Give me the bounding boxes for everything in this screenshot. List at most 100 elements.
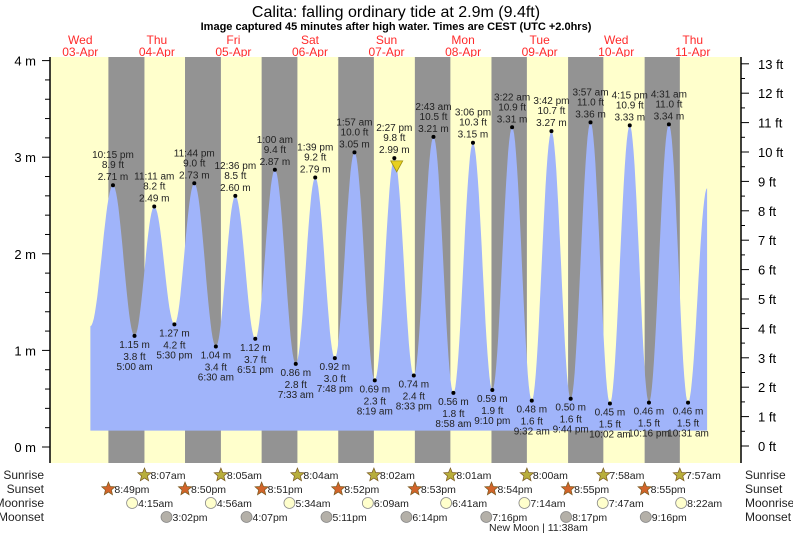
sunrise-time: 7:58am: [609, 470, 644, 482]
moonset-icon: [320, 511, 333, 523]
tide-label-c: 8:33 pm: [396, 402, 432, 413]
right-tick-label: 9 ft: [758, 174, 776, 189]
right-tick-label: 13 ft: [758, 57, 784, 72]
tide-label-b: 3.7 ft: [244, 355, 266, 366]
tide-label-c: 2.73 m: [179, 170, 210, 181]
tide-dot: [332, 356, 337, 361]
tide-dot: [607, 401, 612, 406]
tide-area: [90, 122, 708, 431]
day-date: 11-Apr: [675, 45, 710, 59]
sunset-icon: [560, 481, 576, 496]
high-tide-point: 2:27 pm9.8 ft2.99 m: [376, 123, 412, 161]
sunset-time: 8:53pm: [421, 484, 456, 496]
sunrise-time: 8:04am: [303, 470, 338, 482]
tide-label-c: 6:30 am: [198, 373, 234, 384]
tide-label-a: 3:22 am: [494, 92, 530, 103]
day-name: Sat: [301, 33, 320, 47]
moonrise-time: 6:09am: [374, 498, 409, 510]
tide-label-c: 3.21 m: [418, 124, 449, 135]
day-date: 10-Apr: [598, 45, 634, 59]
moon-phase-label: New Moon | 11:38am: [489, 522, 588, 534]
left-tick-label: 2 m: [14, 247, 36, 262]
sunset-time: 8:51pm: [268, 484, 303, 496]
tide-label-c: 2.87 m: [260, 157, 291, 168]
tide-label-a: 0.46 m: [673, 407, 704, 418]
sunrise-icon: [672, 467, 688, 482]
tide-label-c: 3.05 m: [339, 139, 370, 150]
tide-dot: [646, 400, 651, 405]
tide-label-a: 0.50 m: [555, 403, 586, 414]
day-date: 08-Apr: [445, 45, 481, 59]
moonset-row-label-right: Moonset: [745, 510, 792, 524]
low-tide-point: 0.56 m1.8 ft8:58 am: [435, 390, 471, 430]
right-tick-label: 1 ft: [758, 410, 776, 425]
sunrise-time: 8:02am: [380, 470, 415, 482]
sunrise-icon: [519, 467, 535, 482]
low-tide-point: 0.69 m2.3 ft8:19 am: [357, 378, 393, 417]
right-tick-label: 4 ft: [758, 321, 776, 336]
moonset-time: 7:16pm: [492, 512, 527, 524]
right-tick-label: 5 ft: [758, 292, 776, 307]
low-tide-point: 0.50 m1.6 ft9:44 pm: [553, 396, 589, 436]
day-name: Tue: [530, 33, 551, 47]
tide-label-c: 3.15 m: [458, 130, 489, 141]
tide-label-a: 12:36 pm: [214, 161, 256, 172]
tide-label-b: 9.2 ft: [304, 152, 326, 163]
right-tick-label: 10 ft: [758, 145, 784, 160]
sunset-time: 8:55pm: [651, 484, 686, 496]
tide-label-c: 8:58 am: [435, 419, 471, 430]
tide-label-b: 2.8 ft: [285, 380, 307, 391]
right-tick-label: 0 ft: [758, 439, 776, 454]
sunset-icon: [483, 481, 499, 496]
tide-label-b: 2.4 ft: [403, 392, 425, 403]
high-tide-point: 1:00 am9.4 ft2.87 m: [257, 135, 293, 172]
moonset-time: 8:17pm: [572, 512, 607, 524]
tide-dot: [253, 336, 258, 341]
tide-label-a: 0.59 m: [477, 394, 508, 405]
sunrise-row-label-left: Sunrise: [3, 468, 44, 482]
tide-label-c: 5:00 am: [116, 362, 152, 373]
high-tide-point: 11:11 am8.2 ft2.49 m: [134, 171, 174, 209]
moonrise-time: 5:34am: [295, 498, 330, 510]
tide-dot: [293, 361, 298, 366]
moonset-row-label-left: Moonset: [0, 510, 45, 524]
tide-dot: [686, 400, 691, 405]
moonrise-time: 4:56am: [217, 498, 252, 510]
tide-label-a: 11:44 pm: [174, 148, 215, 159]
tide-label-c: 10:16 pm: [628, 429, 670, 440]
moonrise-icon: [596, 497, 609, 509]
tide-label-b: 10.7 ft: [538, 106, 566, 117]
right-tick-label: 11 ft: [758, 116, 783, 131]
moonset-icon: [240, 511, 253, 523]
tide-label-b: 10.9 ft: [498, 102, 526, 113]
tide-label-a: 0.48 m: [516, 405, 547, 416]
tide-label-c: 3.36 m: [575, 109, 606, 120]
tide-label-a: 0.74 m: [399, 380, 430, 391]
day-labels: Wed03-AprThu04-AprFri05-AprSat06-AprSun0…: [62, 33, 710, 59]
tide-label-b: 2.3 ft: [364, 396, 386, 407]
moonrise-icon: [361, 497, 374, 509]
tide-label-c: 2.60 m: [220, 183, 251, 194]
tide-label-c: 6:51 pm: [237, 365, 273, 376]
tide-label-b: 9.0 ft: [183, 158, 205, 169]
moonset-time: 4:07pm: [253, 512, 288, 524]
sunset-row-label-left: Sunset: [7, 482, 45, 496]
tide-label-a: 3:06 pm: [455, 108, 491, 119]
day-date: 03-Apr: [62, 45, 98, 59]
tide-label-a: 0.92 m: [320, 362, 351, 373]
tide-label-b: 1.8 ft: [442, 409, 464, 420]
left-tick-label: 3 m: [14, 150, 36, 165]
sunset-icon: [177, 481, 193, 496]
tide-label-c: 5:30 pm: [156, 350, 192, 361]
tide-label-b: 11.0 ft: [655, 99, 682, 110]
day-name: Wed: [68, 33, 92, 47]
tide-dot: [152, 204, 157, 209]
tide-label-b: 1.9 ft: [481, 406, 503, 417]
tide-label-a: 4:31 am: [651, 89, 687, 100]
low-tide-point: 0.92 m3.0 ft7:48 pm: [317, 356, 353, 395]
tide-label-b: 8.9 ft: [102, 160, 124, 171]
